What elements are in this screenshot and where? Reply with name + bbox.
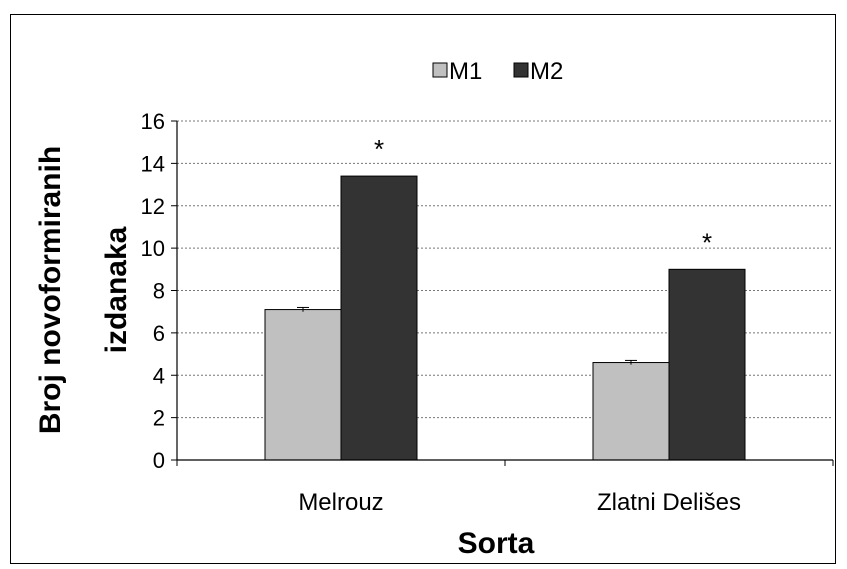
y-tick-label: 10 xyxy=(141,236,165,261)
bar-m1-1 xyxy=(264,309,342,461)
y-tick-label: 4 xyxy=(153,363,165,388)
bar-m1-2 xyxy=(592,362,670,461)
axes: 0 2 4 6 8 10 12 14 16 xyxy=(141,109,834,473)
legend-swatch-m2 xyxy=(513,62,529,78)
y-axis-title-line-1: Broj novoformiranih xyxy=(34,146,67,434)
y-tick-label: 0 xyxy=(153,448,165,473)
bar-m2-2 xyxy=(668,268,746,461)
y-tick-label: 16 xyxy=(141,109,165,134)
y-tick-label: 8 xyxy=(153,279,165,304)
significance-marker: * xyxy=(374,134,384,164)
y-tick-label: 14 xyxy=(141,151,165,176)
category-label-zlatni-delises: Zlatni Delišes xyxy=(597,489,741,516)
y-axis-title-line-2: izdanaka xyxy=(100,226,133,353)
y-tick-label: 2 xyxy=(153,406,165,431)
legend: M1 M2 xyxy=(432,58,563,85)
y-tick-label: 6 xyxy=(153,321,165,346)
legend-label-m2: M2 xyxy=(530,58,563,85)
significance-marker: * xyxy=(702,227,712,257)
legend-swatch-m1 xyxy=(432,62,448,78)
x-axis-title: Sorta xyxy=(458,527,535,560)
bars: ** xyxy=(264,134,746,461)
legend-label-m1: M1 xyxy=(449,58,482,85)
y-tick-label: 12 xyxy=(141,194,165,219)
y-axis-title: Broj novoformiranih izdanaka xyxy=(34,146,133,434)
category-label-melrouz: Melrouz xyxy=(298,489,383,516)
bar-m2-1 xyxy=(340,175,418,461)
